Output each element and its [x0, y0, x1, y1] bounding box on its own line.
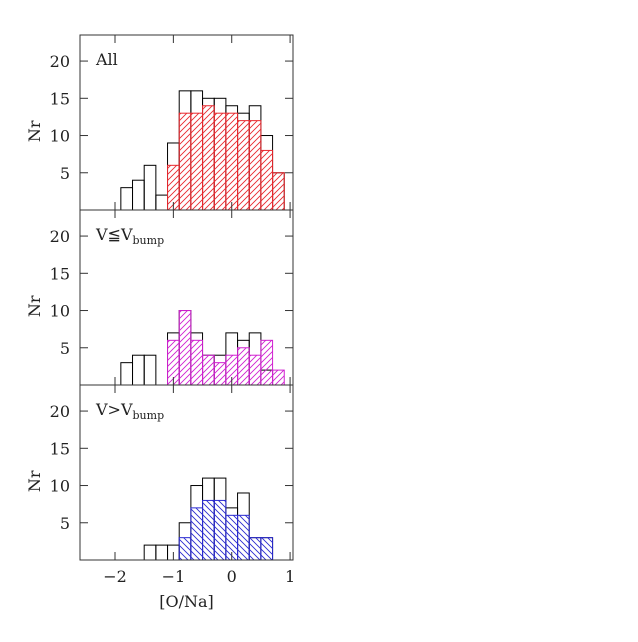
y-tick-label: 20: [50, 52, 70, 71]
y-axis-label: Nr: [25, 295, 44, 317]
y-tick-label: 5: [60, 164, 70, 183]
y-tick-label: 5: [60, 514, 70, 533]
histogram-bar: [155, 194, 169, 211]
panel-label-subscript: bump: [133, 234, 165, 247]
histogram-bar: [237, 120, 250, 211]
histogram-bar: [260, 339, 274, 386]
panel-label-text: V≦V: [95, 225, 133, 244]
y-tick-label: 20: [50, 227, 70, 246]
histogram-bar: [132, 179, 145, 211]
histogram-bar: [202, 105, 215, 211]
x-tick-label: 0: [227, 567, 237, 586]
y-tick-label: 15: [50, 89, 70, 108]
histogram-bar: [132, 354, 145, 386]
histogram-bar: [202, 499, 215, 561]
histogram-bar: [225, 112, 239, 211]
panel-label-text: All: [95, 50, 118, 69]
y-tick-label: 10: [50, 127, 70, 146]
histogram-bar: [155, 544, 169, 561]
histogram-bar: [143, 544, 157, 561]
x-tick-label: −2: [103, 567, 127, 586]
y-tick-label: 10: [50, 477, 70, 496]
x-tick-label: −1: [162, 567, 186, 586]
histogram-bar: [237, 347, 250, 386]
panel-label: V>Vbump: [95, 400, 164, 422]
histogram-bar: [213, 499, 227, 561]
x-axis-label: [O/Na]: [159, 592, 214, 611]
y-tick-label: 5: [60, 339, 70, 358]
histogram-bar: [178, 112, 192, 211]
histogram-bar: [272, 369, 285, 386]
panel-label-subscript: bump: [133, 409, 165, 422]
panel-label: V≦Vbump: [95, 225, 164, 247]
histogram-bar: [237, 514, 250, 561]
panel-label-text: V>V: [95, 400, 133, 419]
histogram-bar: [143, 164, 157, 211]
histogram-bar: [248, 120, 262, 211]
histogram-bar: [260, 149, 274, 211]
histogram-bar: [178, 310, 192, 386]
panel-frame: [79, 384, 294, 561]
histogram-bar: [202, 354, 215, 386]
y-axis-label: Nr: [25, 120, 44, 142]
y-axis-label: Nr: [25, 470, 44, 492]
histogram-bar: [178, 537, 192, 561]
histogram-bar: [190, 507, 204, 561]
histogram-bar: [213, 362, 227, 386]
y-tick-label: 20: [50, 402, 70, 421]
histogram-bar: [190, 112, 204, 211]
histogram-bar: [260, 537, 274, 561]
x-tick-label: 1: [285, 567, 295, 586]
panel-label: All: [95, 50, 118, 69]
histogram-bar: [272, 172, 285, 211]
histogram-bar: [190, 339, 204, 386]
histogram-bar: [213, 112, 227, 211]
y-tick-label: 10: [50, 302, 70, 321]
histogram-bar: [248, 537, 262, 561]
histogram-bar: [120, 187, 134, 211]
histogram-bar: [120, 362, 134, 386]
y-tick-label: 15: [50, 264, 70, 283]
y-tick-label: 15: [50, 439, 70, 458]
histogram-bar: [248, 354, 262, 386]
histogram-bar: [143, 354, 157, 386]
